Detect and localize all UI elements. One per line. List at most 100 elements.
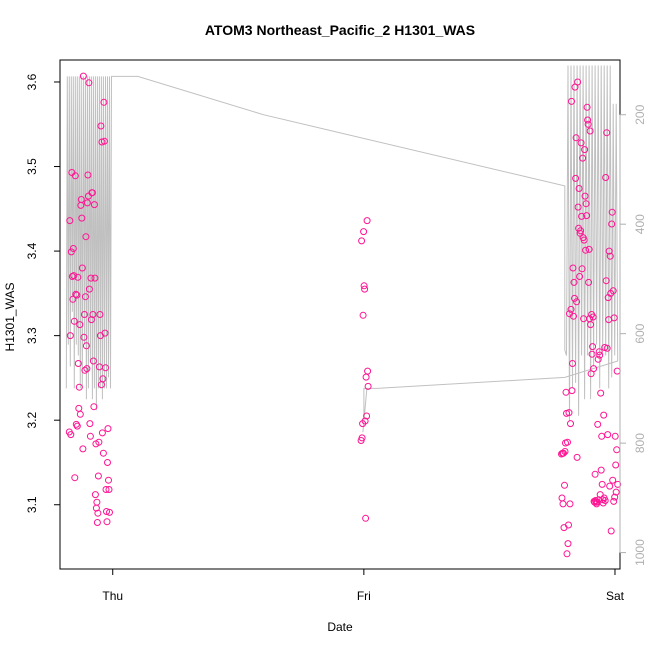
data-point [94,472,102,480]
data-point [567,305,575,313]
data-point [75,383,83,391]
data-point [602,174,610,181]
data-point [600,411,608,419]
data-point [86,420,94,428]
data-point [103,518,111,526]
data-point [360,228,368,236]
data-point [71,474,79,482]
data-point [80,333,88,341]
data-point [577,139,585,147]
data-point [70,317,78,325]
data-point [76,410,84,418]
data-point [358,237,366,245]
data-point [69,245,77,252]
data-point [96,311,104,318]
data-point [602,277,610,285]
data-point [104,425,112,433]
data-point [85,79,93,87]
data-point [73,422,81,430]
data-point [561,481,568,489]
data-point [73,291,81,299]
data-point [611,493,619,501]
data-point [564,438,571,446]
data-point [100,98,108,106]
data-point [105,486,113,493]
data-point [586,127,594,135]
data-point [563,550,571,558]
data-point [610,314,618,322]
x-tick-label: Sat [606,589,625,603]
data-point [72,290,80,298]
data-point [78,214,86,222]
y2-tick-label: 800 [633,433,647,453]
data-point [66,217,74,225]
data-point [79,72,87,80]
data-point [101,329,109,337]
y-tick-label: 3.5 [25,158,39,175]
data-point [601,497,609,504]
data-point [585,245,593,253]
data-point [86,432,94,440]
data-point [589,313,597,321]
data-point [361,285,369,293]
data-point [611,432,619,440]
data-point [597,466,605,474]
data-point [70,272,78,280]
plot-frame [59,59,621,570]
data-point [87,274,95,282]
data-point [102,486,110,493]
data-point [67,431,75,439]
chart-title: ATOM3 Northeast_Pacific_2 H1301_WAS [205,22,475,38]
data-point [603,344,611,352]
data-point [591,470,599,478]
data-point [567,420,574,428]
data-point [568,387,576,395]
x-tick-label: Thu [102,589,123,603]
data-point [69,295,77,303]
data-point [75,404,83,412]
data-point [364,382,372,390]
data-point [363,217,371,225]
data-point [584,116,592,124]
y2-tick-label: 600 [633,323,647,343]
data-point [564,540,572,548]
data-point [608,220,616,228]
data-point [598,432,606,440]
data-point [583,103,591,111]
altitude-trace-line [65,65,619,433]
data-point [570,278,578,286]
data-point [100,137,108,145]
data-point [569,264,577,272]
data-point [89,311,97,318]
data-point [565,409,573,417]
data-point [579,154,587,162]
data-point [89,357,97,365]
y2-tick-label: 1000 [633,539,647,566]
y-tick-label: 3.4 [25,242,39,259]
data-point [99,375,107,383]
data-point [612,488,620,496]
data-point [609,476,617,484]
data-point [81,293,89,301]
y-tick-label: 3.1 [25,496,39,513]
data-point [98,429,106,437]
data-point [363,412,371,420]
data-point [576,273,584,280]
data-point [71,172,79,180]
data-point [582,246,590,254]
data-point [608,208,616,216]
data-point [84,171,92,179]
data-point [82,342,90,350]
data-point [106,508,113,516]
data-point [577,227,585,235]
y-tick-label: 3.2 [25,412,39,429]
data-point [596,351,604,359]
data-point [74,273,82,281]
data-point [95,438,103,446]
data-point [574,78,582,86]
data-point [359,311,367,319]
data-point [82,233,90,241]
data-point [569,360,576,367]
data-point [80,311,88,318]
data-point [77,196,85,203]
